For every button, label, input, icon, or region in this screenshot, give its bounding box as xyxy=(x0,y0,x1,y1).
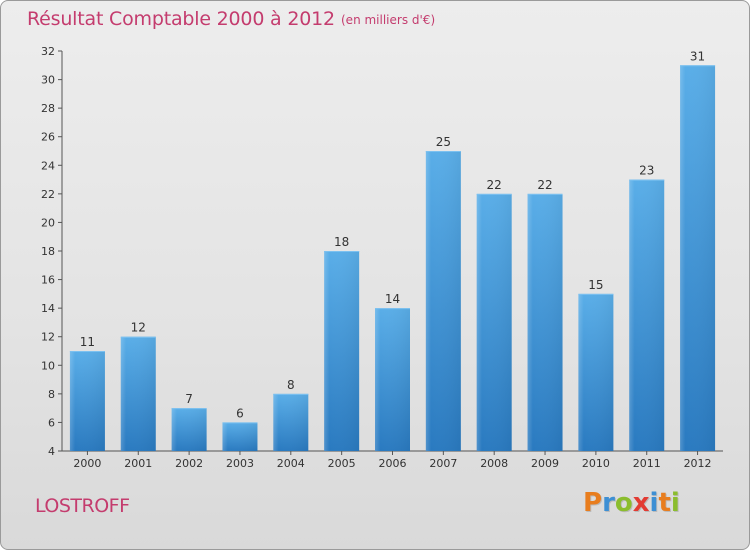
y-tick-label: 8 xyxy=(48,388,55,401)
data-label: 12 xyxy=(131,321,146,335)
x-tick-label: 2009 xyxy=(531,457,559,470)
bar-shade-2012 xyxy=(680,65,716,452)
x-tick-label: 2001 xyxy=(124,457,152,470)
bar-shade-2007 xyxy=(425,151,461,451)
y-tick-label: 14 xyxy=(41,302,55,315)
proxiti-logo: Proxiti xyxy=(583,488,680,518)
bar-shade-2004 xyxy=(273,393,309,451)
data-label: 15 xyxy=(588,278,603,292)
bar-shade-2000 xyxy=(69,351,105,451)
data-label: 14 xyxy=(385,292,400,306)
y-tick-label: 18 xyxy=(41,245,55,258)
data-label: 22 xyxy=(537,178,552,192)
logo-letter: x xyxy=(632,488,650,518)
y-tick-label: 4 xyxy=(48,445,55,458)
logo-letter: r xyxy=(602,488,615,518)
bars-group xyxy=(69,65,716,452)
bar-shade-2002 xyxy=(171,408,207,451)
x-tick-label: 2003 xyxy=(226,457,254,470)
x-tick-label: 2000 xyxy=(73,457,101,470)
y-tick-label: 12 xyxy=(41,331,55,344)
x-tick-label: 2006 xyxy=(379,457,407,470)
x-tick-label: 2010 xyxy=(582,457,610,470)
y-tick-label: 22 xyxy=(41,188,55,201)
chart-subtitle: (en milliers d'€) xyxy=(341,13,436,27)
y-tick-label: 20 xyxy=(41,216,55,229)
y-tick-label: 30 xyxy=(41,74,55,87)
x-tick-label: 2005 xyxy=(328,457,356,470)
data-label: 18 xyxy=(334,235,349,249)
x-tick-label: 2011 xyxy=(633,457,661,470)
chart-title: Résultat Comptable 2000 à 2012 xyxy=(27,8,335,30)
y-tick-label: 32 xyxy=(41,45,55,58)
logo-letter: P xyxy=(583,488,603,518)
data-label: 6 xyxy=(236,406,244,420)
x-tick-label: 2008 xyxy=(480,457,508,470)
y-tick-label: 16 xyxy=(41,274,55,287)
y-tick-label: 6 xyxy=(48,416,55,429)
bar-shade-2005 xyxy=(324,251,360,451)
logo-letter: i xyxy=(649,488,659,518)
data-label: 22 xyxy=(487,178,502,192)
bar-shade-2009 xyxy=(527,193,563,451)
y-tick-label: 28 xyxy=(41,102,55,115)
logo-letter: o xyxy=(614,488,633,518)
bar-shade-2001 xyxy=(120,336,156,451)
bar-shade-2006 xyxy=(375,308,410,451)
bar-shade-2011 xyxy=(629,179,665,452)
y-tick-label: 26 xyxy=(41,131,55,144)
commune-name: LOSTROFF xyxy=(35,495,130,517)
x-tick-label: 2012 xyxy=(684,457,712,470)
y-tick-label: 24 xyxy=(41,159,55,172)
x-tick-label: 2007 xyxy=(429,457,457,470)
bar-shade-2008 xyxy=(476,193,512,451)
bar-shade-2003 xyxy=(222,422,258,451)
data-label: 7 xyxy=(185,392,193,406)
y-tick-label: 10 xyxy=(41,359,55,372)
x-tick-label: 2004 xyxy=(277,457,305,470)
data-label: 8 xyxy=(287,378,295,392)
logo-letter: i xyxy=(670,488,680,518)
data-label: 31 xyxy=(690,49,705,63)
labels-group: 11 12 7 6 8 18 14 25 22 22 15 23 31 xyxy=(80,49,705,420)
x-tick-label: 2002 xyxy=(175,457,203,470)
data-label: 25 xyxy=(436,135,451,149)
logo-letter: t xyxy=(658,488,671,518)
data-label: 11 xyxy=(80,335,95,349)
bar-shade-2010 xyxy=(578,293,614,451)
data-label: 23 xyxy=(639,164,654,178)
